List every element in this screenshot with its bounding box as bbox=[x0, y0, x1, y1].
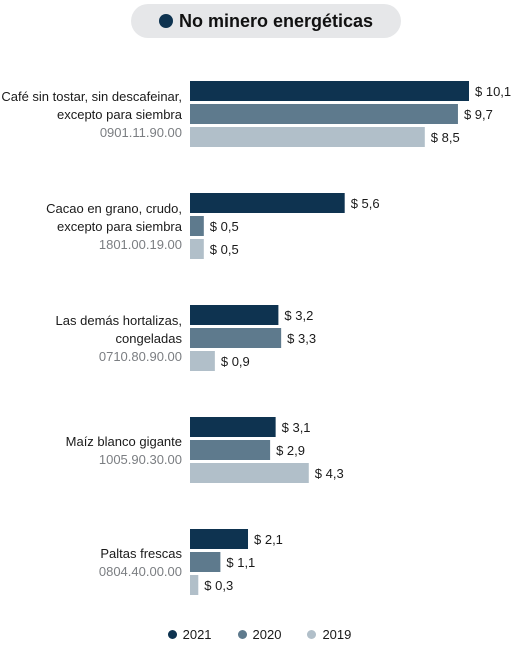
category-code: 1801.00.19.00 bbox=[99, 237, 182, 252]
bar-2019 bbox=[190, 575, 199, 595]
bar-chart: Café sin tostar, sin descafeinar, excepto… bbox=[1, 81, 511, 595]
data-label: $ 5,6 bbox=[351, 196, 380, 211]
bar-group: Maíz blanco gigante 1005.90.30.00 $ 3,1 $ 2… bbox=[66, 417, 344, 483]
bar-2021 bbox=[190, 305, 279, 325]
data-label: $ 0,5 bbox=[210, 242, 239, 257]
category-label: Café sin tostar, sin descafeinar, bbox=[1, 89, 182, 104]
data-label: $ 3,3 bbox=[287, 331, 316, 346]
data-label: $ 10,1 bbox=[475, 84, 511, 99]
legend-dot-icon bbox=[237, 629, 247, 639]
bar-2020 bbox=[190, 552, 221, 572]
legend-item-2021: 2021 bbox=[167, 626, 212, 642]
data-label: $ 8,5 bbox=[431, 130, 460, 145]
bar-2019 bbox=[190, 351, 215, 371]
chart-legend: 2021 2020 2019 bbox=[0, 624, 519, 644]
bar-group: Las demás hortalizas, congeladas 0710.80.9… bbox=[56, 305, 316, 371]
legend-item-2020: 2020 bbox=[237, 626, 282, 642]
category-label: Las demás hortalizas, bbox=[56, 313, 182, 328]
legend-item-2019: 2019 bbox=[307, 627, 351, 642]
bar-2019 bbox=[190, 239, 204, 259]
bar-2020 bbox=[190, 440, 271, 460]
category-label: excepto para siembra bbox=[57, 219, 183, 234]
bar-2020 bbox=[190, 216, 204, 236]
chart-title-pill: No minero energéticas bbox=[131, 4, 401, 38]
legend-dot-icon bbox=[307, 629, 317, 639]
category-label: Maíz blanco gigante bbox=[66, 434, 182, 449]
data-label: $ 0,5 bbox=[210, 219, 239, 234]
bar-group: Paltas frescas 0804.40.00.00 $ 2,1 $ 1,1 $ 0… bbox=[99, 529, 283, 595]
bar-2020 bbox=[190, 328, 282, 348]
category-label: Cacao en grano, crudo, bbox=[46, 201, 182, 216]
category-code: 0710.80.90.00 bbox=[99, 349, 182, 364]
data-label: $ 3,1 bbox=[282, 420, 311, 435]
legend-label: 2020 bbox=[252, 626, 282, 642]
bar-2020 bbox=[190, 104, 458, 124]
bar-group: Café sin tostar, sin descafeinar, excepto… bbox=[1, 81, 511, 147]
bar-group: Cacao en grano, crudo, excepto para siemb… bbox=[46, 193, 380, 259]
bar-2021 bbox=[190, 81, 469, 101]
legend-label: 2021 bbox=[182, 626, 212, 642]
category-code: 1005.90.30.00 bbox=[99, 452, 182, 467]
data-label: $ 0,3 bbox=[204, 578, 233, 593]
data-label: $ 2,9 bbox=[276, 443, 305, 458]
legend-label: 2019 bbox=[322, 626, 352, 642]
bar-2019 bbox=[190, 127, 425, 147]
category-code: 0901.11.90.00 bbox=[100, 125, 182, 140]
bar-2021 bbox=[190, 417, 276, 437]
bar-2021 bbox=[190, 193, 345, 213]
legend-dot-icon bbox=[167, 629, 177, 639]
chart-title: No minero energéticas bbox=[178, 10, 374, 31]
data-label: $ 0,9 bbox=[221, 354, 250, 369]
category-code: 0804.40.00.00 bbox=[99, 564, 182, 579]
data-label: $ 1,1 bbox=[226, 555, 255, 570]
bar-2021 bbox=[190, 529, 249, 549]
data-label: $ 9,7 bbox=[464, 107, 493, 122]
data-label: $ 2,1 bbox=[254, 532, 283, 547]
category-label: Paltas frescas bbox=[100, 546, 182, 561]
category-label: congeladas bbox=[116, 331, 183, 346]
bar-2019 bbox=[190, 463, 309, 483]
data-label: $ 3,2 bbox=[284, 308, 313, 323]
data-label: $ 4,3 bbox=[315, 466, 344, 481]
title-dot-icon bbox=[158, 14, 173, 28]
category-label: excepto para siembra bbox=[57, 107, 183, 122]
